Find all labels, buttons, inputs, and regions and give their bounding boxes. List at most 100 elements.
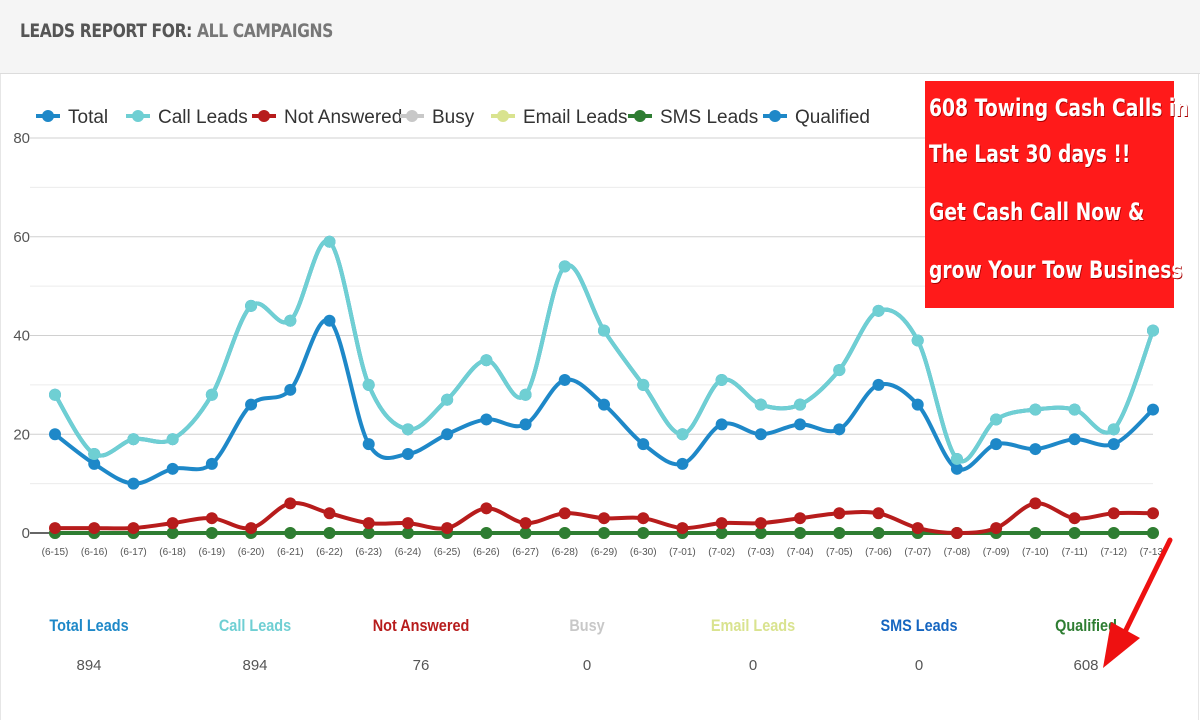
x-tick-label: (6-27) <box>512 547 539 558</box>
x-tick-label: (7-02) <box>708 547 735 558</box>
x-tick-label: (6-23) <box>355 547 382 558</box>
summary-label-call-leads: Call Leads <box>218 616 292 635</box>
data-point-call-leads <box>676 428 689 441</box>
x-tick-label: (7-07) <box>904 547 931 558</box>
legend-swatch-dot-email-leads <box>497 110 509 122</box>
data-point-not-answered <box>88 522 101 535</box>
data-point-not-answered <box>401 517 414 530</box>
x-tick-label: (6-16) <box>81 547 108 558</box>
data-point-qualified <box>872 378 885 391</box>
summary-label-busy: Busy <box>569 616 605 635</box>
data-point-not-answered <box>480 502 493 515</box>
data-point-qualified <box>1068 433 1081 446</box>
y-tick-label: 0 <box>22 525 30 542</box>
data-point-call-leads <box>1107 423 1120 436</box>
y-tick-label: 60 <box>13 229 30 246</box>
data-point-not-answered <box>598 512 610 525</box>
chart-panel <box>0 74 1199 720</box>
data-point-sms-leads <box>166 527 179 539</box>
data-point-sms-leads <box>1029 527 1042 539</box>
data-point-not-answered <box>166 517 179 530</box>
x-tick-label: (7-12) <box>1100 547 1127 558</box>
data-point-call-leads <box>950 452 963 465</box>
legend-swatch-dot-total <box>42 110 54 122</box>
data-point-not-answered <box>950 527 963 539</box>
x-tick-label: (7-13) <box>1140 547 1167 558</box>
y-tick-label: 40 <box>13 328 30 345</box>
data-point-not-answered <box>127 522 140 535</box>
x-tick-label: (6-28) <box>551 547 578 558</box>
data-point-not-answered <box>245 522 258 535</box>
data-point-not-answered <box>911 522 924 535</box>
promo-line-4: grow Your Tow Business <box>929 256 1183 284</box>
data-point-qualified <box>833 423 846 436</box>
data-point-call-leads <box>1068 403 1081 416</box>
data-point-call-leads <box>715 373 728 386</box>
data-point-sms-leads <box>284 527 297 539</box>
x-tick-label: (6-22) <box>316 547 343 558</box>
summary-label-email-leads: Email Leads <box>710 616 796 635</box>
x-tick-label: (6-20) <box>238 547 265 558</box>
report-header: LEADS REPORT FOR: ALL CAMPAIGNS <box>0 0 1200 74</box>
data-point-qualified <box>1147 403 1159 416</box>
summary-value-sms-leads: 0 <box>914 657 924 674</box>
x-tick-label: (6-21) <box>277 547 304 558</box>
data-point-sms-leads <box>519 527 532 539</box>
data-point-sms-leads <box>401 527 414 539</box>
summary-label-qualified: Qualified <box>1055 616 1117 635</box>
data-point-not-answered <box>284 497 297 510</box>
data-point-sms-leads <box>558 527 571 539</box>
legend-swatch-dot-sms-leads <box>634 110 646 122</box>
x-tick-label: (6-30) <box>630 547 657 558</box>
data-point-sms-leads <box>598 527 610 539</box>
legend-swatch-dot-qualified <box>769 110 781 122</box>
data-point-qualified <box>794 418 807 431</box>
data-point-call-leads <box>833 364 846 377</box>
legend-label-not-answered: Not Answered <box>284 107 402 128</box>
data-point-qualified <box>519 418 532 431</box>
x-tick-label: (6-18) <box>159 547 186 558</box>
data-point-not-answered <box>362 517 375 530</box>
summary-value-call-leads: 894 <box>242 657 268 674</box>
data-point-qualified <box>715 418 728 431</box>
data-point-not-answered <box>676 522 689 535</box>
x-tick-label: (6-19) <box>199 547 226 558</box>
data-point-sms-leads <box>323 527 336 539</box>
data-point-sms-leads <box>362 527 375 539</box>
data-point-not-answered <box>1029 497 1042 510</box>
data-point-not-answered <box>323 507 336 520</box>
summary-value-total-leads: 894 <box>76 657 102 674</box>
leads-line-chart: 0 20 40 60 80 (6-15) (6-16) (6-17) (6-18) (6-19) (… <box>13 107 1167 558</box>
data-point-qualified <box>127 477 140 490</box>
legend-swatch-dot-not-answered <box>258 110 270 122</box>
x-tick-label: (7-06) <box>865 547 892 558</box>
legend-label-busy: Busy <box>432 107 475 128</box>
data-point-call-leads <box>990 413 1003 426</box>
report-campaign-name: ALL CAMPAIGNS <box>197 20 333 42</box>
data-point-not-answered <box>558 507 571 520</box>
series-qualified <box>49 314 1159 490</box>
data-point-not-answered <box>1147 507 1159 520</box>
x-tick-label: (6-26) <box>473 547 500 558</box>
data-point-not-answered <box>637 512 650 525</box>
chart-legend: Total Call Leads Not Answered Busy Email Lea… <box>36 107 870 128</box>
data-point-qualified <box>754 428 767 441</box>
data-point-qualified <box>598 398 610 411</box>
legend-swatch-dot-call-leads <box>132 110 144 122</box>
data-point-call-leads <box>1147 324 1159 337</box>
data-point-not-answered <box>794 512 807 525</box>
data-point-sms-leads <box>794 527 807 539</box>
data-point-call-leads <box>1029 403 1042 416</box>
data-point-call-leads <box>441 393 454 406</box>
data-point-call-leads <box>49 388 61 401</box>
data-point-qualified <box>88 457 101 470</box>
data-point-sms-leads <box>637 527 650 539</box>
report-title: LEADS REPORT FOR: ALL CAMPAIGNS <box>20 20 333 42</box>
data-point-call-leads <box>754 398 767 411</box>
data-point-sms-leads <box>872 527 885 539</box>
data-point-not-answered <box>990 522 1003 535</box>
data-point-qualified <box>166 462 179 475</box>
promo-banner: 608 Towing Cash Calls in The Last 30 day… <box>925 81 1189 308</box>
data-point-call-leads <box>127 433 140 446</box>
data-point-qualified <box>1107 438 1120 451</box>
